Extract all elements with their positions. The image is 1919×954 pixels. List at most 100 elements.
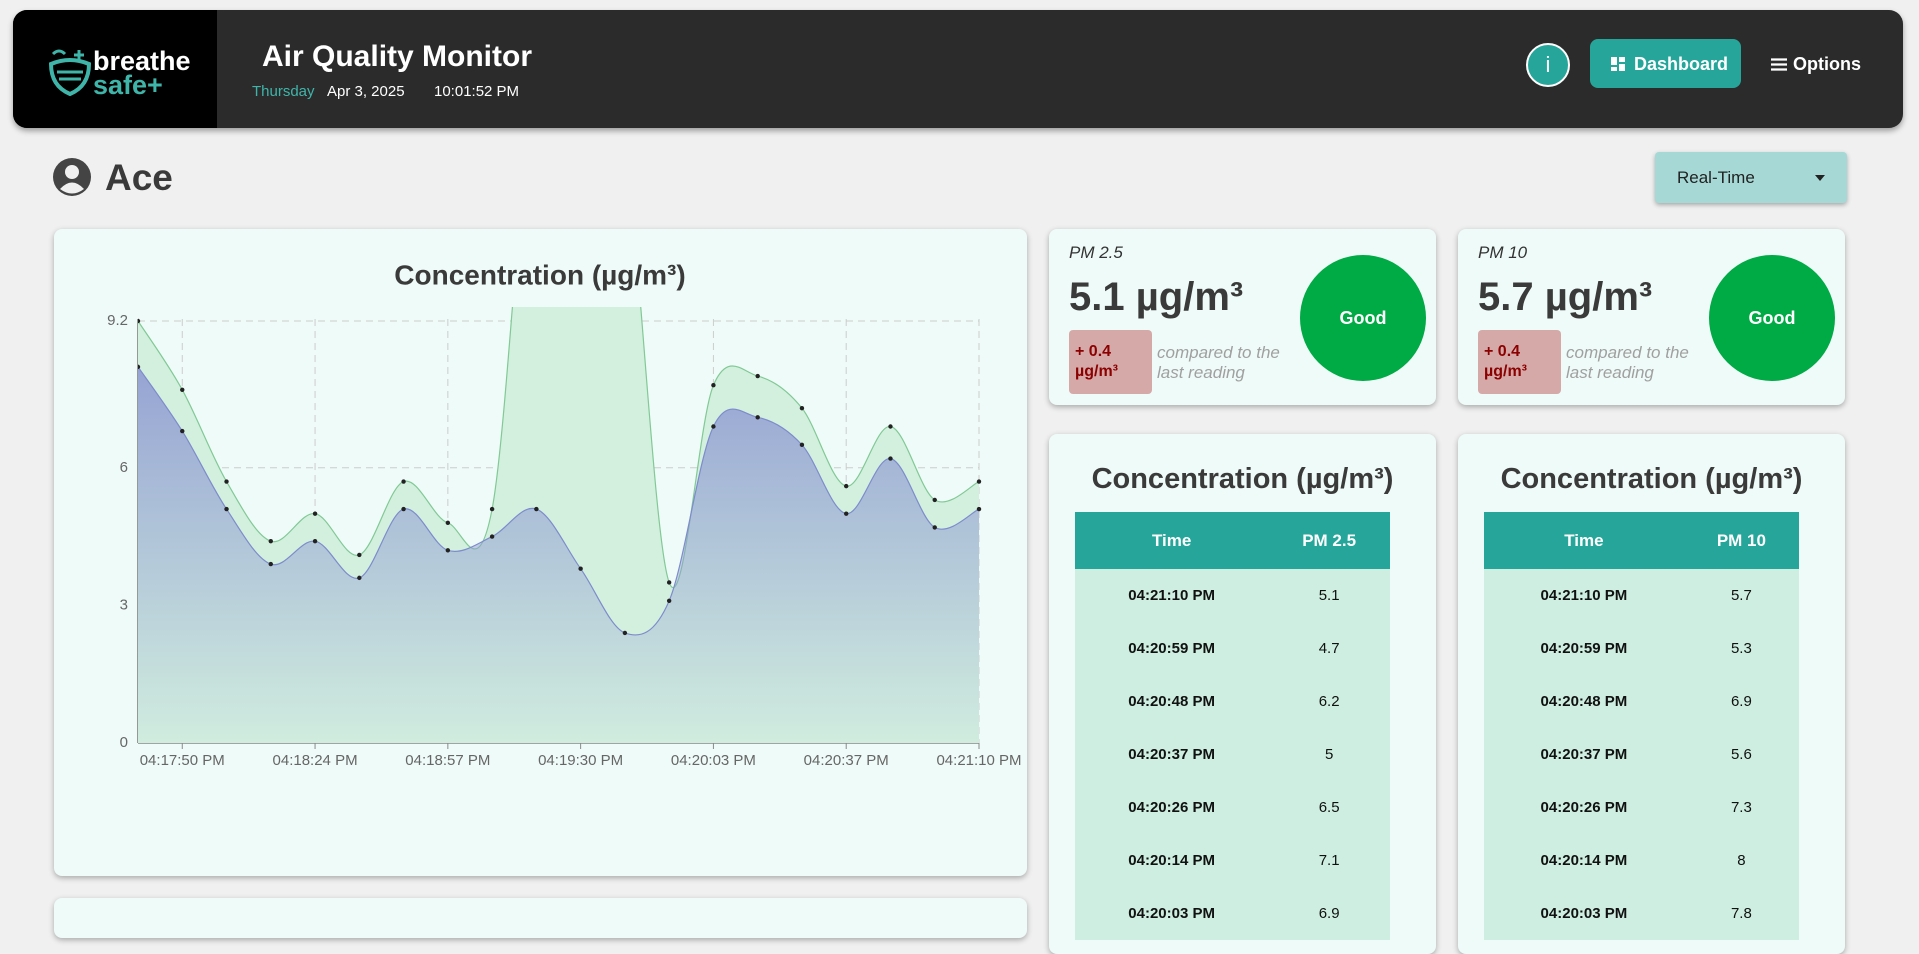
- data-point: [888, 424, 893, 429]
- data-point: [755, 415, 760, 420]
- value-cell: 5.3: [1683, 622, 1799, 675]
- table-row: 04:20:03 PM 6.9: [1075, 887, 1390, 940]
- data-point: [401, 479, 406, 484]
- time-cell: 04:20:14 PM: [1484, 834, 1684, 887]
- data-point: [622, 630, 628, 636]
- time-cell: 04:20:26 PM: [1075, 781, 1269, 834]
- x-tick-label: 04:17:50 PM: [140, 752, 225, 769]
- series-area: [138, 366, 979, 743]
- clock: 10:01:52 PM: [434, 83, 520, 100]
- change-badge: + 0.4 µg/m³: [1478, 330, 1561, 394]
- value-cell: 8: [1683, 834, 1799, 887]
- metric-label: PM 10: [1478, 243, 1528, 262]
- value-cell: 7.1: [1268, 834, 1390, 887]
- table-row: 04:20:59 PM 5.3: [1484, 622, 1799, 675]
- x-tick-label: 04:20:37 PM: [804, 752, 889, 769]
- table-row: 04:20:48 PM 6.2: [1075, 675, 1390, 728]
- table-row: 04:20:59 PM 4.7: [1075, 622, 1390, 675]
- value-cell: 7.3: [1683, 781, 1799, 834]
- change-note: compared to the last reading: [1566, 343, 1689, 382]
- dashboard-button[interactable]: Dashboard: [1590, 39, 1741, 88]
- data-point: [180, 387, 185, 393]
- metric-card: PM 10 5.7 µg/m³ + 0.4 µg/m³ compared to the…: [1458, 229, 1845, 405]
- column-header: PM 10: [1683, 512, 1799, 569]
- logo-icon: [48, 49, 92, 97]
- data-point: [489, 506, 495, 512]
- time-cell: 04:20:14 PM: [1075, 834, 1269, 887]
- table-row: 04:20:37 PM 5: [1075, 728, 1390, 781]
- dashboard-icon: [1611, 57, 1625, 71]
- options-button[interactable]: Options: [1769, 39, 1879, 88]
- value-cell: 6.5: [1268, 781, 1390, 834]
- status-badge: Good: [1709, 255, 1835, 381]
- range-select[interactable]: Real-Time: [1655, 152, 1847, 203]
- metric-value: 5.7 µg/m³: [1478, 275, 1653, 319]
- value-cell: 6.2: [1268, 675, 1390, 728]
- data-table: Time PM 2.5 04:21:10 PM 5.1 04:20:59 PM 4.7 04…: [1075, 512, 1390, 940]
- info-button[interactable]: i: [1526, 43, 1570, 87]
- change-note: compared to the last reading: [1157, 343, 1280, 382]
- date: Apr 3, 2025: [327, 83, 405, 100]
- value-cell: 5: [1268, 728, 1390, 781]
- app-title: Air Quality Monitor: [262, 40, 532, 73]
- metric-card: PM 2.5 5.1 µg/m³ + 0.4 µg/m³ compared to th…: [1049, 229, 1436, 405]
- column-header: Time: [1484, 512, 1684, 569]
- chart-title: Concentration (µg/m³): [394, 259, 685, 290]
- data-point: [711, 383, 716, 388]
- time-cell: 04:21:10 PM: [1484, 569, 1684, 622]
- user-icon: [53, 158, 91, 196]
- data-point: [578, 566, 583, 571]
- y-tick-label: 3: [120, 596, 128, 613]
- chart-card: Concentration (µg/m³) 0 3 6 9.2 04:17:50 PM 0…: [54, 229, 1027, 876]
- time-cell: 04:20:03 PM: [1075, 887, 1269, 940]
- time-cell: 04:20:59 PM: [1484, 622, 1684, 675]
- table-title: Concentration (µg/m³): [1091, 463, 1394, 495]
- table-row: 04:20:37 PM 5.6: [1484, 728, 1799, 781]
- value-cell: 6.9: [1268, 887, 1390, 940]
- data-point: [844, 511, 849, 516]
- second-card: [54, 898, 1027, 938]
- series-line: [138, 307, 980, 588]
- user-name: Ace: [105, 157, 173, 198]
- data-point: [268, 561, 273, 567]
- data-point: [180, 428, 185, 434]
- metric-label: PM 2.5: [1069, 243, 1123, 262]
- x-tick-label: 04:18:57 PM: [405, 752, 490, 769]
- table-row: 04:20:26 PM 7.3: [1484, 781, 1799, 834]
- value-cell: 7.8: [1683, 887, 1799, 940]
- table-row: 04:21:10 PM 5.7: [1484, 569, 1799, 622]
- y-tick-label: 6: [120, 459, 128, 476]
- data-point: [138, 318, 141, 324]
- data-point: [357, 552, 362, 558]
- header: breathe safe+ Air Quality Monitor Thursd…: [13, 10, 1903, 128]
- plot-area: [138, 307, 982, 743]
- data-point: [799, 405, 805, 411]
- data-point: [224, 479, 229, 484]
- time-cell: 04:20:48 PM: [1075, 675, 1269, 728]
- y-tick-label: 9.2: [107, 312, 128, 329]
- y-tick-label: 0: [120, 734, 128, 751]
- table-row: 04:20:03 PM 7.8: [1484, 887, 1799, 940]
- logo-text: breathe: [93, 46, 191, 76]
- data-point: [711, 424, 716, 429]
- data-point: [445, 520, 451, 526]
- time-cell: 04:20:37 PM: [1075, 728, 1269, 781]
- x-tick-label: 04:19:30 PM: [538, 752, 623, 769]
- data-point: [755, 373, 760, 379]
- value-cell: 5.6: [1683, 728, 1799, 781]
- data-point: [666, 580, 672, 585]
- time-cell: 04:20:37 PM: [1484, 728, 1684, 781]
- time-cell: 04:20:48 PM: [1484, 675, 1684, 728]
- change-badge: + 0.4 µg/m³: [1069, 330, 1152, 394]
- data-point: [534, 506, 539, 512]
- table-card: Concentration (µg/m³) Time PM 10 04:21:10 P…: [1458, 434, 1845, 954]
- time-cell: 04:20:59 PM: [1075, 622, 1269, 675]
- table-row: 04:20:14 PM 7.1: [1075, 834, 1390, 887]
- data-point: [138, 364, 141, 370]
- data-point: [976, 506, 982, 512]
- metric-value: 5.1 µg/m³: [1069, 275, 1244, 319]
- data-point: [932, 497, 937, 503]
- time-cell: 04:21:10 PM: [1075, 569, 1269, 622]
- value-cell: 5.1: [1268, 569, 1390, 622]
- data-point: [224, 506, 229, 512]
